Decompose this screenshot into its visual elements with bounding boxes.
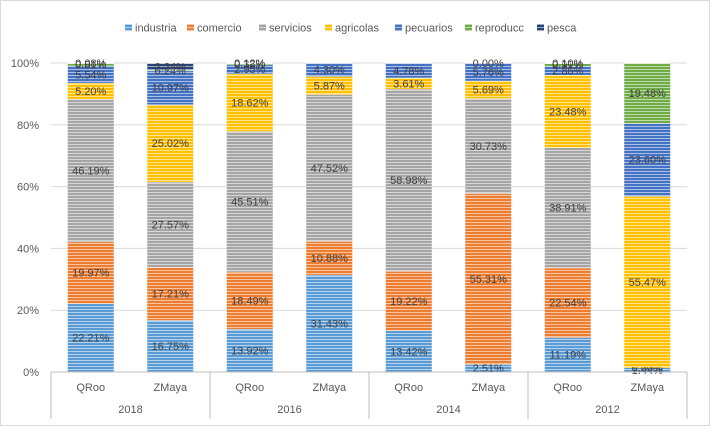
legend-item-pesca: pesca <box>537 23 577 35</box>
legend-item-industria: industria <box>125 23 177 35</box>
x-tick-label: ZMaya <box>153 382 188 394</box>
data-label: 19.48% <box>629 88 667 100</box>
data-label: 18.49% <box>231 295 269 307</box>
data-label: 58.98% <box>390 175 428 187</box>
bars: 22.21%19.97%46.19%5.20%5.54%0.81%0.08%16… <box>68 58 671 377</box>
x-tick-label: ZMaya <box>471 382 506 394</box>
data-label: 19.97% <box>72 268 110 280</box>
data-label: 55.47% <box>629 277 667 289</box>
legend-item-comercio: comercio <box>187 23 242 35</box>
data-label: 4.78% <box>393 65 424 77</box>
legend-item-pecuarios: pecuarios <box>395 23 453 35</box>
data-label: 0.08% <box>75 58 106 70</box>
data-label: 4.30% <box>314 65 345 77</box>
legend-item-servicios: servicios <box>259 23 312 35</box>
data-label: 22.54% <box>549 298 587 310</box>
data-label: 46.19% <box>72 165 110 177</box>
data-label: 13.92% <box>231 345 269 357</box>
x-tick-label: ZMaya <box>630 382 665 394</box>
y-axis: 0% 20% 40% 60% 80% 100% <box>11 58 39 379</box>
data-label: 25.02% <box>152 138 190 150</box>
data-label: 13.42% <box>390 346 428 358</box>
data-label: 22.21% <box>72 333 110 345</box>
data-label: 18.62% <box>231 97 269 109</box>
legend-item-agricolas: agricolas <box>325 23 380 35</box>
data-label: 19.22% <box>390 296 428 308</box>
data-label: 10.88% <box>311 253 349 265</box>
x-tick-label: QRoo <box>76 382 105 394</box>
data-label: 16.75% <box>152 341 190 353</box>
legend-label: comercio <box>197 23 242 35</box>
data-label: 5.87% <box>314 80 345 92</box>
group-label: 2014 <box>436 404 460 416</box>
y-tick-label: 60% <box>17 182 39 194</box>
y-tick-label: 20% <box>17 305 39 317</box>
group-label: 2012 <box>595 404 619 416</box>
x-axis: QRoo ZMaya QRoo ZMaya QRoo ZMaya QRoo ZMaya 2018… <box>51 372 687 419</box>
data-label: 10.97% <box>152 83 190 95</box>
x-tick-label: QRoo <box>394 382 423 394</box>
data-label: 47.52% <box>311 163 349 175</box>
gridlines <box>51 63 687 372</box>
data-label: 2.51% <box>473 363 504 375</box>
data-label: 38.91% <box>549 203 587 215</box>
data-label: 0.12% <box>234 58 265 70</box>
legend-label: industria <box>135 23 177 35</box>
data-label: 31.43% <box>311 318 349 330</box>
data-label: 45.51% <box>231 197 269 209</box>
data-label: 2.24% <box>155 61 186 73</box>
y-tick-label: 80% <box>17 120 39 132</box>
data-label: 23.48% <box>549 106 587 118</box>
data-label: 5.20% <box>75 86 106 98</box>
legend-label: pesca <box>547 23 577 35</box>
legend-label: agricolas <box>335 23 380 35</box>
data-label: 5.69% <box>473 85 504 97</box>
legend-item-reproducc: reproducc <box>465 23 524 35</box>
data-label: 55.31% <box>470 274 508 286</box>
data-label: 27.57% <box>152 219 190 231</box>
group-label: 2016 <box>277 404 301 416</box>
data-label: 30.73% <box>470 141 508 153</box>
data-label: 17.21% <box>152 289 190 301</box>
legend-label: pecuarios <box>405 23 453 35</box>
data-label: 0.10% <box>552 58 583 70</box>
data-label: 23.60% <box>629 155 667 167</box>
y-tick-label: 0% <box>23 367 39 379</box>
data-label: 11.19% <box>550 350 587 362</box>
y-tick-label: 100% <box>11 58 39 70</box>
legend-label: servicios <box>269 23 312 35</box>
group-label: 2018 <box>118 404 142 416</box>
x-tick-label: ZMaya <box>312 382 347 394</box>
x-tick-label: QRoo <box>235 382 264 394</box>
legend: industria comercio servicios agricolas pecua… <box>125 23 577 35</box>
x-tick-label: QRoo <box>553 382 582 394</box>
legend-label: reproducc <box>475 23 524 35</box>
data-label: 3.61% <box>393 78 424 90</box>
y-tick-label: 40% <box>17 243 39 255</box>
data-label: 0.00% <box>473 58 504 70</box>
